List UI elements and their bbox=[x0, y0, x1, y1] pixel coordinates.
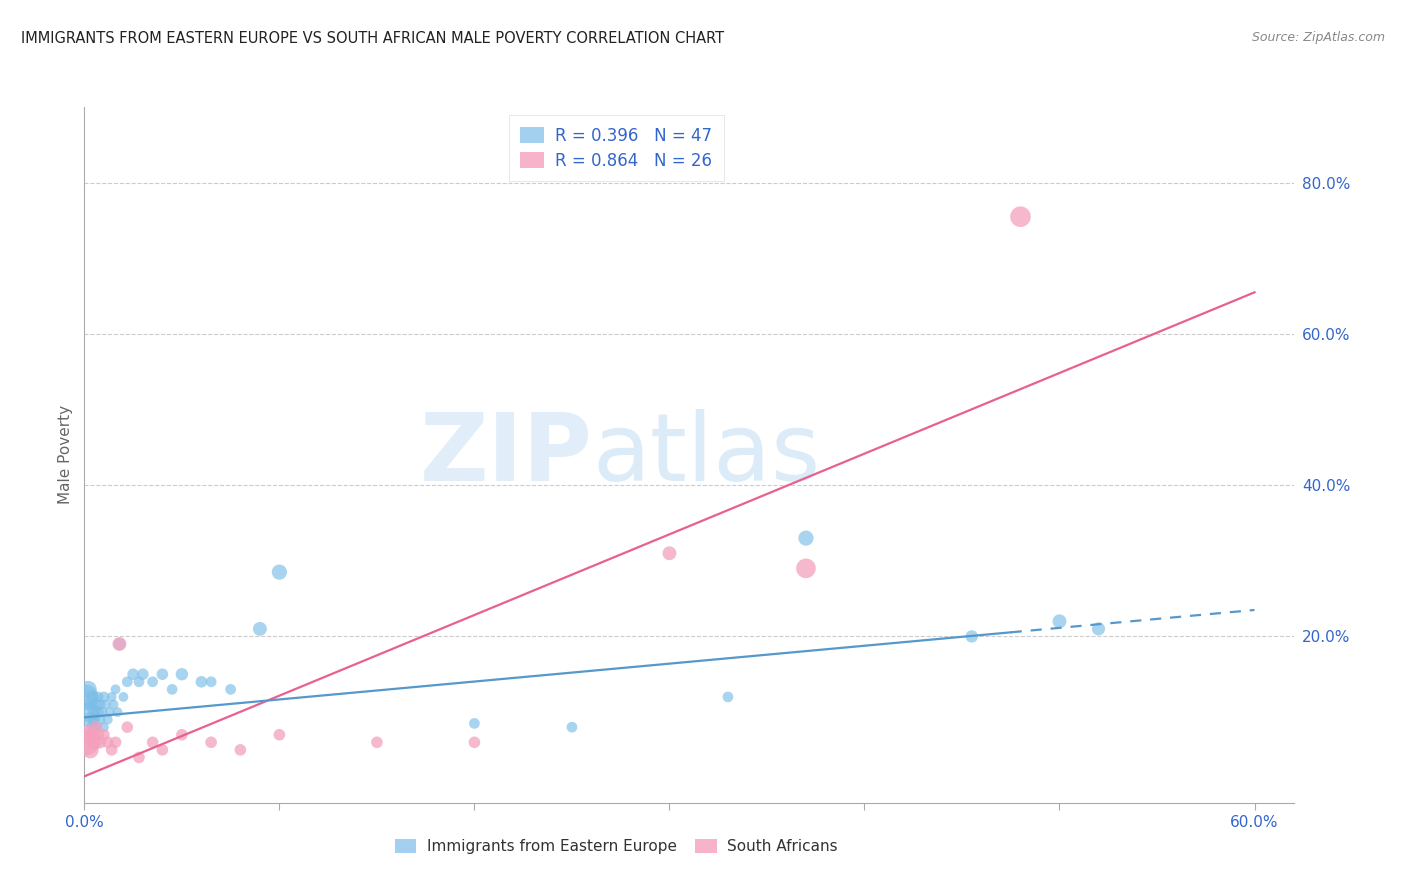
Point bbox=[1049, 615, 1071, 629]
Point bbox=[94, 698, 117, 712]
Point bbox=[107, 705, 129, 719]
Text: IMMIGRANTS FROM EASTERN EUROPE VS SOUTH AFRICAN MALE POVERTY CORRELATION CHART: IMMIGRANTS FROM EASTERN EUROPE VS SOUTH … bbox=[21, 31, 724, 46]
Point bbox=[89, 735, 111, 749]
Point bbox=[93, 728, 115, 742]
Point bbox=[269, 565, 291, 579]
Point bbox=[128, 674, 150, 689]
Point bbox=[463, 735, 485, 749]
Point bbox=[82, 720, 104, 734]
Point bbox=[170, 728, 193, 742]
Point bbox=[79, 698, 101, 712]
Point bbox=[219, 682, 242, 697]
Point bbox=[89, 713, 111, 727]
Y-axis label: Male Poverty: Male Poverty bbox=[58, 405, 73, 505]
Point bbox=[75, 690, 97, 704]
Point bbox=[658, 546, 681, 560]
Point bbox=[83, 735, 105, 749]
Point bbox=[77, 682, 100, 697]
Point bbox=[103, 698, 125, 712]
Point bbox=[269, 728, 291, 742]
Point bbox=[142, 735, 165, 749]
Point bbox=[122, 667, 145, 681]
Point bbox=[249, 622, 271, 636]
Point bbox=[77, 705, 100, 719]
Point bbox=[108, 637, 131, 651]
Point bbox=[366, 735, 388, 749]
Text: atlas: atlas bbox=[592, 409, 821, 501]
Point bbox=[93, 690, 115, 704]
Point bbox=[960, 629, 983, 643]
Point bbox=[83, 705, 105, 719]
Point bbox=[142, 674, 165, 689]
Point bbox=[75, 735, 97, 749]
Point bbox=[108, 637, 131, 651]
Point bbox=[93, 720, 115, 734]
Point bbox=[98, 705, 121, 719]
Point bbox=[87, 728, 110, 742]
Legend: Immigrants from Eastern Europe, South Africans: Immigrants from Eastern Europe, South Af… bbox=[384, 828, 849, 864]
Point bbox=[128, 750, 150, 764]
Point bbox=[794, 531, 817, 545]
Point bbox=[90, 705, 112, 719]
Point bbox=[82, 690, 104, 704]
Point bbox=[97, 735, 120, 749]
Point bbox=[1087, 622, 1109, 636]
Point bbox=[150, 743, 173, 757]
Point bbox=[79, 713, 101, 727]
Point bbox=[84, 698, 107, 712]
Point bbox=[561, 720, 583, 734]
Point bbox=[190, 674, 212, 689]
Point bbox=[117, 720, 139, 734]
Point bbox=[84, 720, 107, 734]
Point bbox=[200, 674, 222, 689]
Point bbox=[117, 674, 139, 689]
Point bbox=[104, 735, 127, 749]
Point bbox=[84, 720, 107, 734]
Point bbox=[463, 716, 485, 731]
Point bbox=[132, 667, 155, 681]
Point bbox=[97, 713, 120, 727]
Point bbox=[104, 682, 127, 697]
Point bbox=[87, 690, 110, 704]
Point bbox=[100, 690, 122, 704]
Point bbox=[717, 690, 740, 704]
Point bbox=[77, 728, 100, 742]
Point bbox=[1010, 210, 1032, 224]
Point bbox=[89, 698, 111, 712]
Point bbox=[170, 667, 193, 681]
Point bbox=[200, 735, 222, 749]
Text: ZIP: ZIP bbox=[419, 409, 592, 501]
Point bbox=[150, 667, 173, 681]
Point bbox=[229, 743, 252, 757]
Point bbox=[79, 743, 101, 757]
Point bbox=[82, 728, 104, 742]
Point bbox=[112, 690, 135, 704]
Point bbox=[100, 743, 122, 757]
Point bbox=[83, 713, 105, 727]
Point bbox=[160, 682, 183, 697]
Point bbox=[87, 705, 110, 719]
Text: Source: ZipAtlas.com: Source: ZipAtlas.com bbox=[1251, 31, 1385, 45]
Point bbox=[794, 561, 817, 575]
